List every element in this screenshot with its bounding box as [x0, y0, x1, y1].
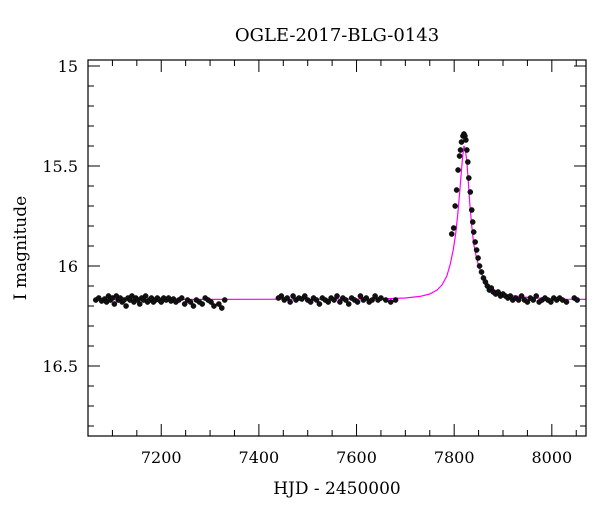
data-point [345, 301, 352, 307]
data-point [313, 297, 320, 303]
data-point [475, 255, 481, 261]
data-point [463, 137, 469, 143]
data-point [363, 295, 370, 301]
plot-frame [87, 59, 587, 437]
data-point [457, 147, 464, 153]
data-point [469, 219, 476, 225]
data-point [455, 167, 461, 173]
data-point [187, 299, 194, 305]
data-point [208, 299, 214, 305]
x-tick-label: 7800 [434, 448, 475, 467]
data-point [563, 299, 570, 305]
tick-labels: 7200 7400 7600 7800 8000 15 15.5 16 16.5 [42, 57, 572, 467]
data-point [383, 297, 389, 303]
data-point [190, 303, 197, 309]
data-point [530, 297, 537, 303]
x-tick-label: 7600 [336, 448, 377, 467]
data-point [136, 301, 143, 307]
data-point [290, 293, 296, 299]
axis-ticks [88, 60, 586, 436]
data-point [337, 299, 343, 305]
data-point [448, 231, 455, 237]
x-axis-label: HJD - 2450000 [273, 479, 401, 499]
data-points [93, 131, 581, 311]
y-tick-label: 15.5 [42, 157, 78, 176]
data-point [357, 293, 364, 299]
y-tick-label: 15 [58, 57, 78, 76]
data-point [316, 301, 323, 307]
data-point [301, 293, 308, 299]
data-point [456, 153, 463, 159]
data-point [524, 299, 531, 305]
data-point [450, 225, 457, 231]
data-point [465, 159, 471, 165]
data-point [476, 263, 483, 269]
data-point [181, 301, 188, 307]
data-point [507, 293, 514, 299]
data-point [467, 189, 474, 195]
data-point [387, 299, 394, 305]
data-point [216, 301, 222, 307]
chart-title: OGLE-2017-BLG-0143 [235, 25, 439, 46]
y-tick-label: 16 [58, 257, 78, 276]
data-point [574, 297, 581, 303]
data-point [533, 293, 540, 299]
data-point [392, 297, 399, 303]
model-curve [92, 145, 587, 301]
data-point [284, 295, 291, 301]
data-point [221, 297, 228, 303]
data-point [369, 297, 375, 303]
data-point [478, 269, 485, 275]
data-point [211, 303, 217, 309]
data-point [473, 247, 480, 253]
data-point [354, 299, 361, 305]
data-point [111, 301, 118, 307]
data-point [218, 305, 225, 311]
data-point [123, 303, 129, 309]
data-point [142, 293, 149, 299]
data-point [472, 239, 478, 245]
data-point [548, 299, 554, 305]
data-point [342, 297, 349, 303]
data-point [464, 147, 470, 153]
data-point [331, 297, 337, 303]
data-point [378, 295, 384, 301]
y-tick-label: 16.5 [42, 357, 78, 376]
data-point [372, 293, 378, 299]
data-point [453, 187, 460, 193]
x-tick-label: 7200 [141, 448, 182, 467]
data-point [452, 203, 458, 209]
data-point [515, 297, 522, 303]
data-point [199, 301, 206, 307]
data-point [466, 175, 472, 181]
data-point [158, 299, 165, 305]
data-point [495, 289, 501, 295]
data-point [334, 293, 340, 299]
data-point [468, 207, 475, 213]
data-point [307, 299, 314, 305]
y-axis-label: I magnitude [11, 196, 31, 300]
x-tick-label: 8000 [531, 448, 572, 467]
data-point [287, 299, 293, 305]
data-point [470, 229, 477, 235]
data-point [518, 293, 525, 299]
x-tick-label: 7400 [239, 448, 280, 467]
data-point [325, 299, 332, 305]
data-point [278, 293, 285, 299]
data-point [178, 295, 185, 301]
